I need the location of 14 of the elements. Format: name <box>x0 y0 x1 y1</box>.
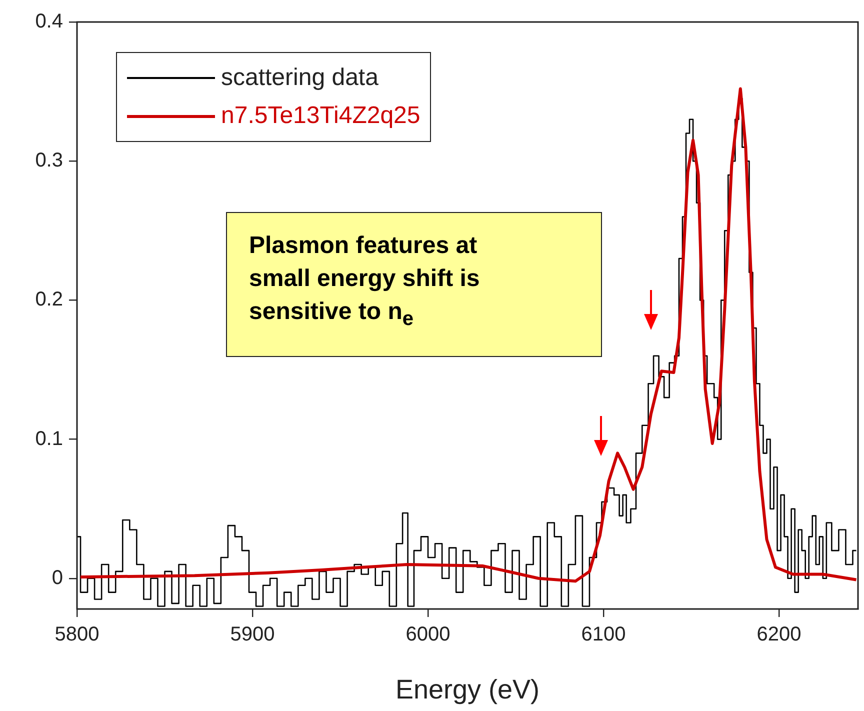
y-tick-label: 0.4 <box>35 10 63 33</box>
y-tick-label: 0.1 <box>35 428 63 450</box>
x-tick-label: 6200 <box>756 624 802 646</box>
y-tick-label: 0 <box>52 566 63 589</box>
callout-box: Plasmon features at small energy shift is sensitive to n$_{e}$ <box>226 212 602 357</box>
x-tick-label: 6000 <box>406 624 450 646</box>
x-tick-label: 6100 <box>581 624 626 646</box>
x-tick-label: 5900 <box>230 624 275 646</box>
legend-label: scattering data <box>221 64 378 92</box>
x-axis-title: Energy (eV) <box>395 674 540 704</box>
x-tick-label: 5800 <box>54 624 100 646</box>
y-tick-label: 0.2 <box>35 288 63 311</box>
legend-label: n7.5Te13Ti4Z2q25 <box>221 102 420 130</box>
y-tick-label: 0.3 <box>35 150 63 172</box>
